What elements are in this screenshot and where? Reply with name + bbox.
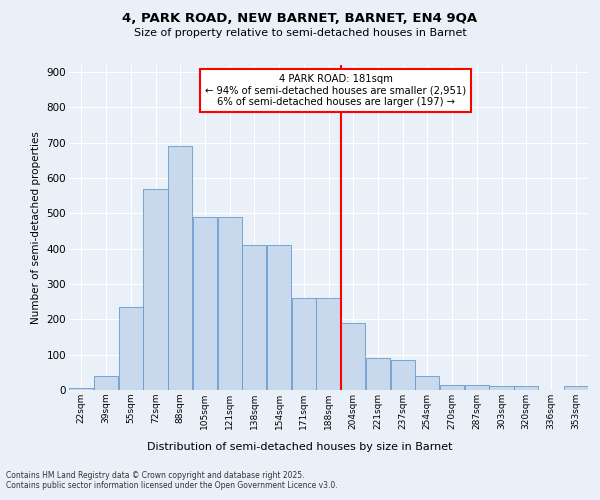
Bar xyxy=(267,245,291,390)
Bar xyxy=(69,388,94,390)
Text: Distribution of semi-detached houses by size in Barnet: Distribution of semi-detached houses by … xyxy=(147,442,453,452)
Bar xyxy=(316,298,341,390)
Bar xyxy=(168,146,193,390)
Bar xyxy=(119,307,143,390)
Bar xyxy=(391,360,415,390)
Bar xyxy=(218,217,242,390)
Bar xyxy=(563,386,588,390)
Bar xyxy=(193,217,217,390)
Text: Size of property relative to semi-detached houses in Barnet: Size of property relative to semi-detach… xyxy=(134,28,466,38)
Bar xyxy=(242,245,266,390)
Bar xyxy=(143,188,167,390)
Bar xyxy=(292,298,316,390)
Bar xyxy=(490,386,514,390)
Bar xyxy=(415,376,439,390)
Y-axis label: Number of semi-detached properties: Number of semi-detached properties xyxy=(31,131,41,324)
Bar xyxy=(341,323,365,390)
Bar xyxy=(514,386,538,390)
Bar xyxy=(366,358,390,390)
Text: 4, PARK ROAD, NEW BARNET, BARNET, EN4 9QA: 4, PARK ROAD, NEW BARNET, BARNET, EN4 9Q… xyxy=(122,12,478,26)
Bar xyxy=(464,384,489,390)
Bar xyxy=(440,384,464,390)
Bar xyxy=(94,376,118,390)
Text: Contains HM Land Registry data © Crown copyright and database right 2025.
Contai: Contains HM Land Registry data © Crown c… xyxy=(6,470,338,490)
Text: 4 PARK ROAD: 181sqm
← 94% of semi-detached houses are smaller (2,951)
6% of semi: 4 PARK ROAD: 181sqm ← 94% of semi-detach… xyxy=(205,74,466,107)
